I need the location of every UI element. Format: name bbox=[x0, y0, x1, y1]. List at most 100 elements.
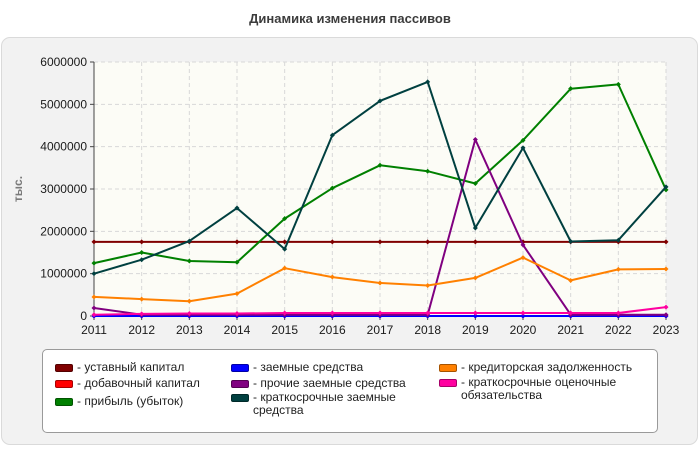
legend-item-ustavny-kapital[interactable]: - уставный капитал bbox=[55, 361, 245, 374]
data-point bbox=[520, 242, 526, 248]
data-point bbox=[234, 259, 240, 265]
legend-label: - уставный капитал bbox=[77, 360, 185, 374]
legend-swatch bbox=[439, 364, 457, 372]
legend-item-zaemnye-sredstva[interactable]: - заемные средства bbox=[231, 361, 431, 374]
x-tick-label: 2016 bbox=[319, 323, 346, 337]
data-point bbox=[568, 277, 574, 283]
data-point bbox=[139, 311, 145, 317]
legend-label: - краткосрочные заемные средства bbox=[253, 390, 396, 417]
x-tick-label: 2019 bbox=[462, 323, 489, 337]
y-tick-label: 3000000 bbox=[40, 182, 87, 196]
data-point bbox=[139, 257, 145, 263]
legend-label: - кредиторская задолженность bbox=[461, 360, 633, 374]
data-point bbox=[329, 239, 335, 245]
data-point bbox=[91, 239, 97, 245]
data-point bbox=[186, 238, 192, 244]
y-tick-label: 2000000 bbox=[40, 224, 87, 238]
data-point bbox=[520, 313, 526, 319]
data-point bbox=[472, 310, 478, 316]
y-axis-label: тыс. bbox=[11, 176, 25, 202]
series-8 bbox=[91, 304, 669, 318]
data-point bbox=[377, 239, 383, 245]
grid bbox=[94, 61, 667, 316]
series-3 bbox=[91, 81, 669, 266]
legend-item-dobavochny-kapital[interactable]: - добавочный капитал bbox=[55, 377, 245, 390]
y-tick-label: 5000000 bbox=[40, 97, 87, 111]
legend-item-pribyl[interactable]: - прибыль (убыток) bbox=[55, 395, 245, 408]
data-point bbox=[425, 168, 431, 174]
data-point bbox=[186, 298, 192, 304]
data-point bbox=[663, 304, 669, 310]
legend-swatch bbox=[231, 380, 249, 388]
data-point bbox=[615, 266, 621, 272]
series-6 bbox=[91, 79, 669, 277]
data-point bbox=[663, 239, 669, 245]
legend-swatch bbox=[55, 380, 73, 388]
data-point bbox=[329, 274, 335, 280]
y-axis-ticks: 0 1000000 2000000 3000000 4000000 5000000 6000… bbox=[40, 55, 94, 323]
legend: - уставный капитал - добавочный капитал … bbox=[42, 349, 658, 433]
data-point bbox=[663, 312, 669, 318]
x-tick-label: 2013 bbox=[176, 323, 203, 337]
legend-swatch bbox=[55, 364, 73, 372]
data-point bbox=[615, 237, 621, 243]
data-point bbox=[425, 310, 431, 316]
data-point bbox=[520, 145, 526, 151]
data-point bbox=[520, 137, 526, 143]
data-point bbox=[282, 310, 288, 316]
x-axis-ticks: 2011 2012 2013 2014 2015 2016 2017 2018 2019 2020… bbox=[81, 316, 680, 337]
data-point bbox=[329, 185, 335, 191]
data-point bbox=[377, 162, 383, 168]
legend-item-kreditorskaya-zadolzhennost[interactable]: - кредиторская задолженность bbox=[439, 361, 654, 374]
legend-item-kratkosrochnye-zaemnye-sredstva[interactable]: - краткосрочные заемные средства bbox=[231, 391, 431, 417]
data-point bbox=[91, 294, 97, 300]
data-point bbox=[615, 81, 621, 87]
data-point bbox=[91, 305, 97, 311]
x-tick-label: 2022 bbox=[605, 323, 632, 337]
data-point bbox=[568, 310, 574, 316]
data-point bbox=[425, 283, 431, 289]
data-point bbox=[234, 239, 240, 245]
data-point bbox=[91, 312, 97, 318]
legend-item-kratkosrochnye-ocenochnye-obyazatelstva[interactable]: - краткосрочные оценочные обязательства bbox=[439, 376, 654, 402]
data-point bbox=[139, 250, 145, 255]
data-point bbox=[234, 291, 240, 297]
data-point bbox=[568, 238, 574, 244]
series-group bbox=[91, 79, 669, 319]
x-tick-label: 2021 bbox=[557, 323, 584, 337]
data-point bbox=[282, 265, 288, 271]
x-tick-label: 2012 bbox=[128, 323, 155, 337]
legend-swatch bbox=[439, 379, 457, 387]
data-point bbox=[186, 258, 192, 264]
y-tick-label: 0 bbox=[80, 309, 87, 323]
x-tick-label: 2020 bbox=[510, 323, 537, 337]
y-tick-label: 4000000 bbox=[40, 140, 87, 154]
legend-swatch bbox=[55, 398, 73, 406]
legend-label: - прочие заемные средства bbox=[253, 376, 406, 390]
legend-label: - добавочный капитал bbox=[77, 376, 200, 390]
data-point bbox=[472, 275, 478, 281]
x-tick-label: 2018 bbox=[414, 323, 441, 337]
y-tick-label: 6000000 bbox=[40, 55, 87, 69]
legend-label: - прибыль (убыток) bbox=[77, 394, 184, 408]
data-point bbox=[472, 313, 478, 319]
data-point bbox=[425, 239, 431, 245]
data-point bbox=[329, 132, 335, 138]
data-point bbox=[377, 98, 383, 104]
x-tick-label: 2011 bbox=[81, 323, 107, 337]
data-point bbox=[425, 79, 431, 85]
legend-swatch bbox=[231, 364, 249, 372]
legend-item-prochie-zaemnye-sredstva[interactable]: - прочие заемные средства bbox=[231, 377, 431, 390]
data-point bbox=[377, 280, 383, 286]
data-point bbox=[472, 136, 478, 142]
data-point bbox=[663, 184, 669, 190]
data-point bbox=[520, 255, 526, 261]
data-point bbox=[282, 239, 288, 245]
data-point bbox=[472, 225, 478, 231]
y-tick-label: 1000000 bbox=[40, 267, 87, 281]
data-point bbox=[520, 310, 526, 316]
x-tick-label: 2017 bbox=[367, 323, 394, 337]
legend-label: - заемные средства bbox=[253, 360, 364, 374]
data-point bbox=[91, 260, 97, 266]
